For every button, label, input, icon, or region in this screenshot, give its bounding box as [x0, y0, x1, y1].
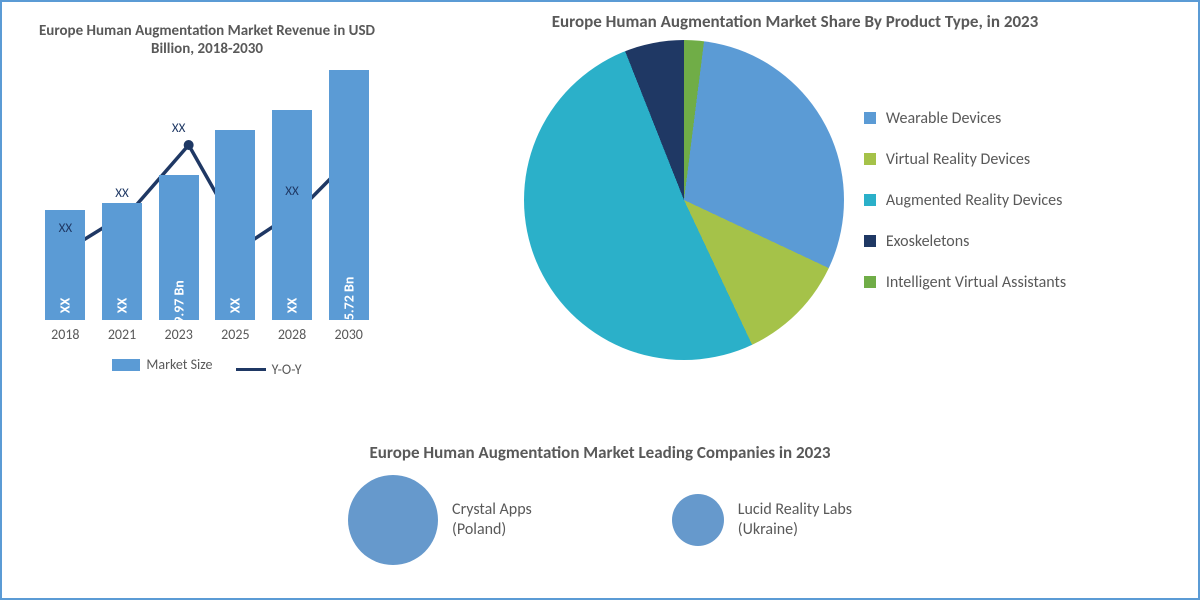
bar-value-label: XX [114, 298, 131, 313]
pie-legend-label: Wearable Devices [886, 109, 1001, 128]
bar-2025: XX [215, 130, 255, 320]
bar-2021: XX [102, 203, 142, 321]
pie-chart-title: Europe Human Augmentation Market Share B… [412, 12, 1178, 32]
pie-legend-label: Virtual Reality Devices [886, 150, 1030, 169]
bar-value-label: 69.97 Bn [170, 280, 187, 331]
bar-chart: XXXXXXXX69.97 BnXXXXXXXX265.72 Bn 201820… [27, 70, 387, 350]
company-item: Lucid Reality Labs(Ukraine) [672, 494, 852, 546]
legend-swatch-icon [112, 359, 140, 371]
bar-chart-title: Europe Human Augmentation Market Revenue… [22, 22, 392, 58]
legend-yoy: Y-O-Y [236, 361, 302, 378]
infographic-frame: { "colors": { "frame_border": "#5b9bd5",… [0, 0, 1200, 600]
pie-legend-item: Virtual Reality Devices [864, 150, 1066, 169]
bar-2030: 265.72 Bn [329, 70, 369, 320]
bar-top-annotation: XX [59, 221, 73, 236]
x-tick-label: 2028 [264, 326, 321, 350]
x-tick-label: 2018 [37, 326, 94, 350]
pie-legend-swatch-icon [864, 235, 876, 247]
bar-plot-area: XX XX XX XX 69.97 Bn XX XX XX XX 265.72 Bn [37, 70, 377, 320]
company-label: Lucid Reality Labs(Ukraine) [738, 500, 852, 540]
legend-market-size-label: Market Size [146, 356, 212, 373]
pie-legend-label: Exoskeletons [886, 232, 970, 251]
company-label: Crystal Apps(Poland) [452, 500, 532, 540]
pie-legend-item: Augmented Reality Devices [864, 191, 1066, 210]
company-bubble-icon [348, 475, 438, 565]
pie-legend-item: Intelligent Virtual Assistants [864, 273, 1066, 292]
pie-legend-label: Augmented Reality Devices [886, 191, 1063, 210]
bar-value-label: XX [57, 298, 74, 313]
bar-2023: 69.97 Bn [159, 175, 199, 320]
company-bubbles: Crystal Apps(Poland) Lucid Reality Labs(U… [42, 475, 1158, 565]
legend-line-icon [236, 368, 266, 371]
bar-top-annotation: XX [115, 186, 129, 201]
bar-x-axis: 201820212023202520282030 [37, 326, 377, 350]
bar-top-annotation: XX [172, 121, 186, 136]
legend-market-size: Market Size [112, 356, 212, 373]
pie-legend: Wearable Devices Virtual Reality Devices A… [864, 109, 1066, 292]
pie-legend-swatch-icon [864, 153, 876, 165]
pie-legend-item: Exoskeletons [864, 232, 1066, 251]
pie-legend-swatch-icon [864, 276, 876, 288]
x-tick-label: 2021 [94, 326, 151, 350]
panel-pie-chart: Europe Human Augmentation Market Share B… [402, 2, 1198, 442]
x-tick-label: 2030 [320, 326, 377, 350]
legend-yoy-label: Y-O-Y [272, 361, 302, 378]
pie-chart [524, 40, 844, 360]
companies-title: Europe Human Augmentation Market Leading… [42, 442, 1158, 463]
panel-companies: Europe Human Augmentation Market Leading… [2, 442, 1198, 600]
bar-value-label: XX [227, 298, 244, 313]
bar-2028: XX [272, 110, 312, 320]
pie-legend-swatch-icon [864, 112, 876, 124]
bar-top-annotation: XX [285, 184, 299, 199]
bar-value-label: XX [284, 298, 301, 313]
company-item: Crystal Apps(Poland) [348, 475, 532, 565]
x-tick-label: 2023 [150, 326, 207, 350]
bar-chart-legend: Market Size Y-O-Y [22, 356, 392, 378]
panel-bar-chart: Europe Human Augmentation Market Revenue… [2, 2, 402, 442]
pie-legend-item: Wearable Devices [864, 109, 1066, 128]
company-bubble-icon [672, 494, 724, 546]
pie-legend-swatch-icon [864, 194, 876, 206]
x-tick-label: 2025 [207, 326, 264, 350]
pie-legend-label: Intelligent Virtual Assistants [886, 273, 1066, 292]
